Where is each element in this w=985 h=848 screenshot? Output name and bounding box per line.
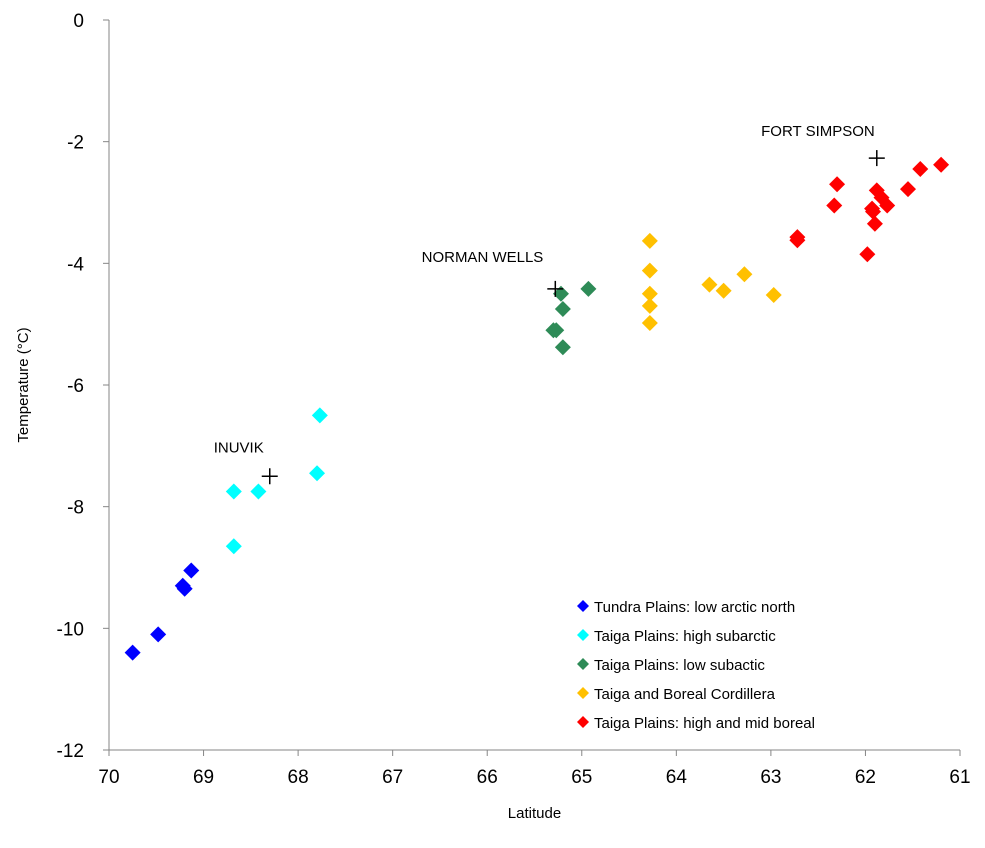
data-point	[701, 276, 718, 293]
x-tick-label: 62	[855, 767, 876, 788]
data-point	[826, 197, 843, 214]
legend-marker	[577, 716, 589, 728]
data-point	[829, 176, 846, 193]
legend-label: Tundra Plains: low arctic north	[594, 599, 795, 616]
data-point	[183, 562, 200, 579]
data-point	[176, 580, 193, 597]
legend-marker	[577, 658, 589, 670]
data-point	[124, 644, 141, 661]
y-tick-label: 0	[73, 11, 84, 32]
data-point	[912, 161, 929, 178]
y-axis-title: Temperature (°C)	[15, 327, 32, 442]
data-point	[250, 483, 267, 500]
data-point	[859, 246, 876, 263]
data-point	[641, 297, 658, 314]
x-tick-label: 65	[571, 767, 592, 788]
legend-label: Taiga Plains: high and mid boreal	[594, 715, 815, 732]
legend-marker	[577, 600, 589, 612]
data-point	[552, 285, 569, 302]
station-label: FORT SIMPSON	[761, 123, 875, 140]
legend-marker	[577, 687, 589, 699]
y-tick-label: -12	[57, 741, 84, 762]
x-tick-label: 68	[288, 767, 309, 788]
data-point	[789, 232, 806, 249]
x-tick-label: 69	[193, 767, 214, 788]
x-tick-label: 66	[477, 767, 498, 788]
data-point	[150, 626, 167, 643]
data-point	[865, 203, 882, 220]
data-point	[309, 465, 326, 482]
data-point	[225, 483, 242, 500]
legend: Tundra Plains: low arctic north Taiga Pla…	[577, 599, 815, 732]
data-point	[554, 300, 571, 317]
legend-label: Taiga Plains: low subactic	[594, 657, 765, 674]
data-points	[124, 156, 950, 661]
x-tick-label: 67	[382, 767, 403, 788]
data-point	[933, 156, 950, 173]
station-label: INUVIK	[214, 439, 264, 456]
data-point	[311, 407, 328, 424]
y-tick-label: -2	[67, 133, 84, 154]
data-point	[715, 282, 732, 299]
y-tick-label: -6	[67, 376, 84, 397]
data-point	[580, 280, 597, 297]
data-point	[866, 215, 883, 232]
x-tick-label: 63	[760, 767, 781, 788]
station-annotations: FORT SIMPSON NORMAN WELLS INUVIK	[214, 123, 885, 485]
data-point	[641, 232, 658, 249]
x-axis-title: Latitude	[508, 805, 561, 822]
legend-label: Taiga and Boreal Cordillera	[594, 686, 776, 703]
legend-label: Taiga Plains: high subarctic	[594, 628, 776, 645]
y-tick-label: -10	[57, 619, 84, 640]
x-tick-label: 64	[666, 767, 688, 788]
data-point	[641, 285, 658, 302]
x-tick-label: 61	[949, 767, 970, 788]
data-point	[736, 266, 753, 283]
data-point	[548, 322, 565, 339]
data-point	[879, 197, 896, 214]
data-point	[899, 181, 916, 198]
data-point	[641, 262, 658, 279]
data-point	[225, 538, 242, 555]
axes: 0 -2 -4 -6 -8 -10 -12 70 69 68 67 66 65 64 63 62 61	[57, 11, 971, 788]
data-point	[554, 339, 571, 356]
y-tick-label: -4	[67, 254, 84, 275]
x-tick-label: 70	[98, 767, 119, 788]
data-point	[641, 314, 658, 331]
y-tick-label: -8	[67, 498, 84, 519]
station-label: NORMAN WELLS	[422, 249, 544, 266]
legend-marker	[577, 629, 589, 641]
data-point	[765, 286, 782, 303]
